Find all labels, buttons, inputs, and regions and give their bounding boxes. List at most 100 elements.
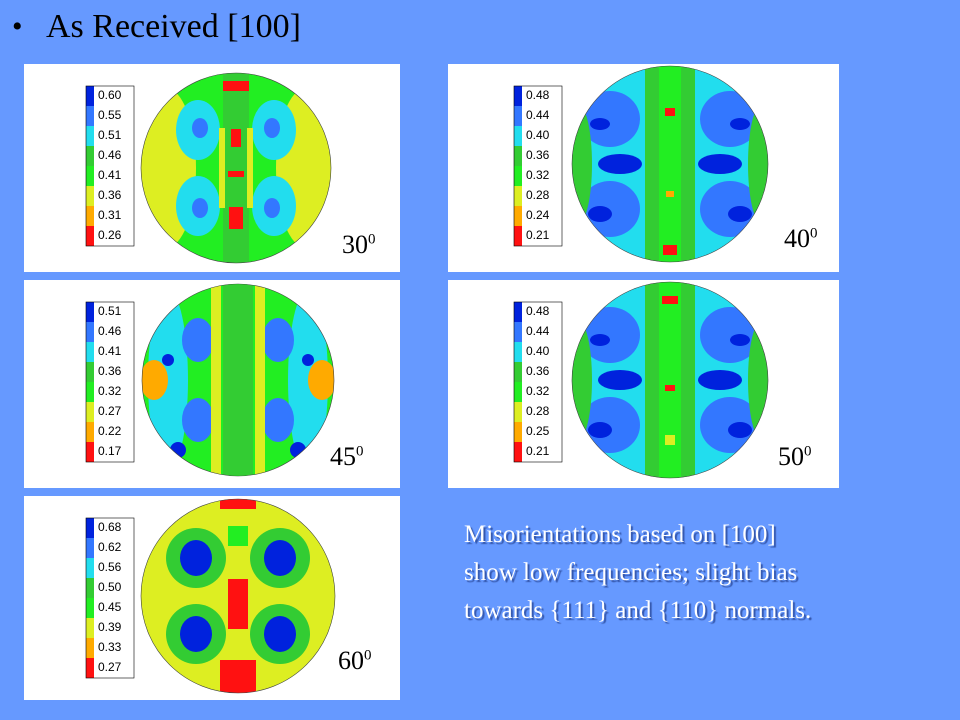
contour-region [162, 354, 174, 366]
caption-line: Misorientations based on [100] [464, 521, 776, 548]
legend-swatch [86, 402, 94, 422]
contour-region [572, 104, 592, 224]
legend-value: 0.28 [526, 404, 550, 418]
legend-value: 0.21 [526, 228, 550, 242]
legend-value: 0.25 [526, 424, 550, 438]
contour-region [264, 616, 296, 652]
legend-frame [513, 85, 563, 247]
legend-swatch [86, 382, 94, 402]
legend-value: 0.55 [98, 108, 122, 122]
angle-label: 500 [778, 442, 812, 471]
legend-swatch [514, 322, 522, 342]
plot-panel-45: 0.51 0.46 0.41 0.36 0.32 0.27 0.22 0.17 450 [24, 280, 400, 488]
figure-outline [571, 65, 769, 263]
contour-region [665, 435, 675, 445]
contour-region [211, 285, 221, 475]
legend-value: 0.36 [526, 364, 550, 378]
legend-swatch [86, 618, 94, 638]
contour-region [728, 206, 752, 222]
contour-region [659, 66, 681, 262]
legend-value: 0.45 [98, 600, 122, 614]
legend-swatch [86, 598, 94, 618]
caption-line: show low frequencies; slight bias [464, 559, 798, 586]
legend-value: 0.44 [526, 324, 550, 338]
legend-swatch [514, 206, 522, 226]
legend-swatch [86, 322, 94, 342]
contour-region [590, 118, 610, 130]
figure-outline [140, 72, 332, 264]
contour-region [264, 198, 280, 218]
legend-swatch [86, 106, 94, 126]
contour-region [142, 360, 168, 400]
legend-value: 0.60 [98, 88, 122, 102]
legend-value: 0.68 [98, 520, 122, 534]
legend-swatch [86, 518, 94, 538]
pole-figure-circle [140, 72, 332, 264]
plot-panel-60: 0.68 0.62 0.56 0.50 0.45 0.39 0.33 0.27 600 [24, 496, 400, 700]
contour-region [219, 128, 225, 208]
legend-swatch [514, 382, 522, 402]
pole-figure-circle [140, 498, 336, 694]
legend-value: 0.32 [526, 384, 550, 398]
legend-value: 0.62 [98, 540, 122, 554]
contour-region [220, 660, 256, 693]
legend-value: 0.31 [98, 208, 122, 222]
contour-region [698, 370, 742, 390]
contour-region [598, 370, 642, 390]
color-legend: 0.60 0.55 0.51 0.46 0.41 0.36 0.31 0.26 [85, 85, 135, 247]
legend-swatch [514, 362, 522, 382]
pole-figure-circle [571, 65, 769, 263]
legend-swatch [86, 146, 94, 166]
legend-value: 0.51 [98, 304, 122, 318]
legend-value: 0.51 [98, 128, 122, 142]
color-legend: 0.48 0.44 0.40 0.36 0.32 0.28 0.25 0.21 [513, 301, 563, 463]
legend-swatch [514, 342, 522, 362]
contour-region [665, 108, 675, 116]
contour-region [730, 118, 750, 130]
color-legend: 0.48 0.44 0.40 0.36 0.32 0.28 0.24 0.21 [513, 85, 563, 247]
color-legend: 0.51 0.46 0.41 0.36 0.32 0.27 0.22 0.17 [85, 301, 135, 463]
legend-value: 0.27 [98, 404, 122, 418]
contour-region [228, 579, 248, 629]
bullet: • [12, 10, 23, 43]
contour-region [262, 318, 294, 362]
pole-figure-60: 0.68 0.62 0.56 0.50 0.45 0.39 0.33 0.27 [85, 498, 336, 694]
contour-region [228, 526, 248, 546]
legend-swatch [514, 226, 522, 246]
contour-region [182, 398, 214, 442]
legend-swatch [86, 186, 94, 206]
legend-value: 0.21 [526, 444, 550, 458]
legend-value: 0.56 [98, 560, 122, 574]
contour-region [748, 104, 768, 224]
legend-value: 0.40 [526, 128, 550, 142]
legend-swatch [86, 442, 94, 462]
contour-region [182, 318, 214, 362]
pole-figure-40: 0.48 0.44 0.40 0.36 0.32 0.28 0.24 0.21 [513, 65, 769, 263]
legend-value: 0.24 [526, 208, 550, 222]
contour-region [728, 422, 752, 438]
pole-figure-circle [571, 281, 769, 479]
color-legend: 0.68 0.62 0.56 0.50 0.45 0.39 0.33 0.27 [85, 517, 135, 679]
legend-frame [85, 301, 135, 463]
contour-region [223, 81, 249, 91]
pole-figure-50: 0.48 0.44 0.40 0.36 0.32 0.28 0.25 0.21 [513, 281, 769, 479]
legend-swatch [86, 658, 94, 678]
pole-figure-circle [141, 283, 335, 477]
contour-region [580, 91, 640, 147]
legend-value: 0.39 [98, 620, 122, 634]
legend-swatch [86, 362, 94, 382]
legend-swatch [514, 106, 522, 126]
figure-outline [571, 281, 769, 479]
legend-swatch [514, 86, 522, 106]
contour-region [223, 73, 249, 263]
contour-region [700, 397, 760, 453]
contour-region [662, 296, 678, 304]
contour-region [223, 285, 253, 475]
figure-outline [141, 283, 335, 477]
slide-title: As Received [100] [46, 8, 301, 45]
legend-frame [85, 517, 135, 679]
legend-swatch [86, 342, 94, 362]
contour-region [700, 91, 760, 147]
legend-swatch [86, 538, 94, 558]
legend-value: 0.36 [98, 364, 122, 378]
